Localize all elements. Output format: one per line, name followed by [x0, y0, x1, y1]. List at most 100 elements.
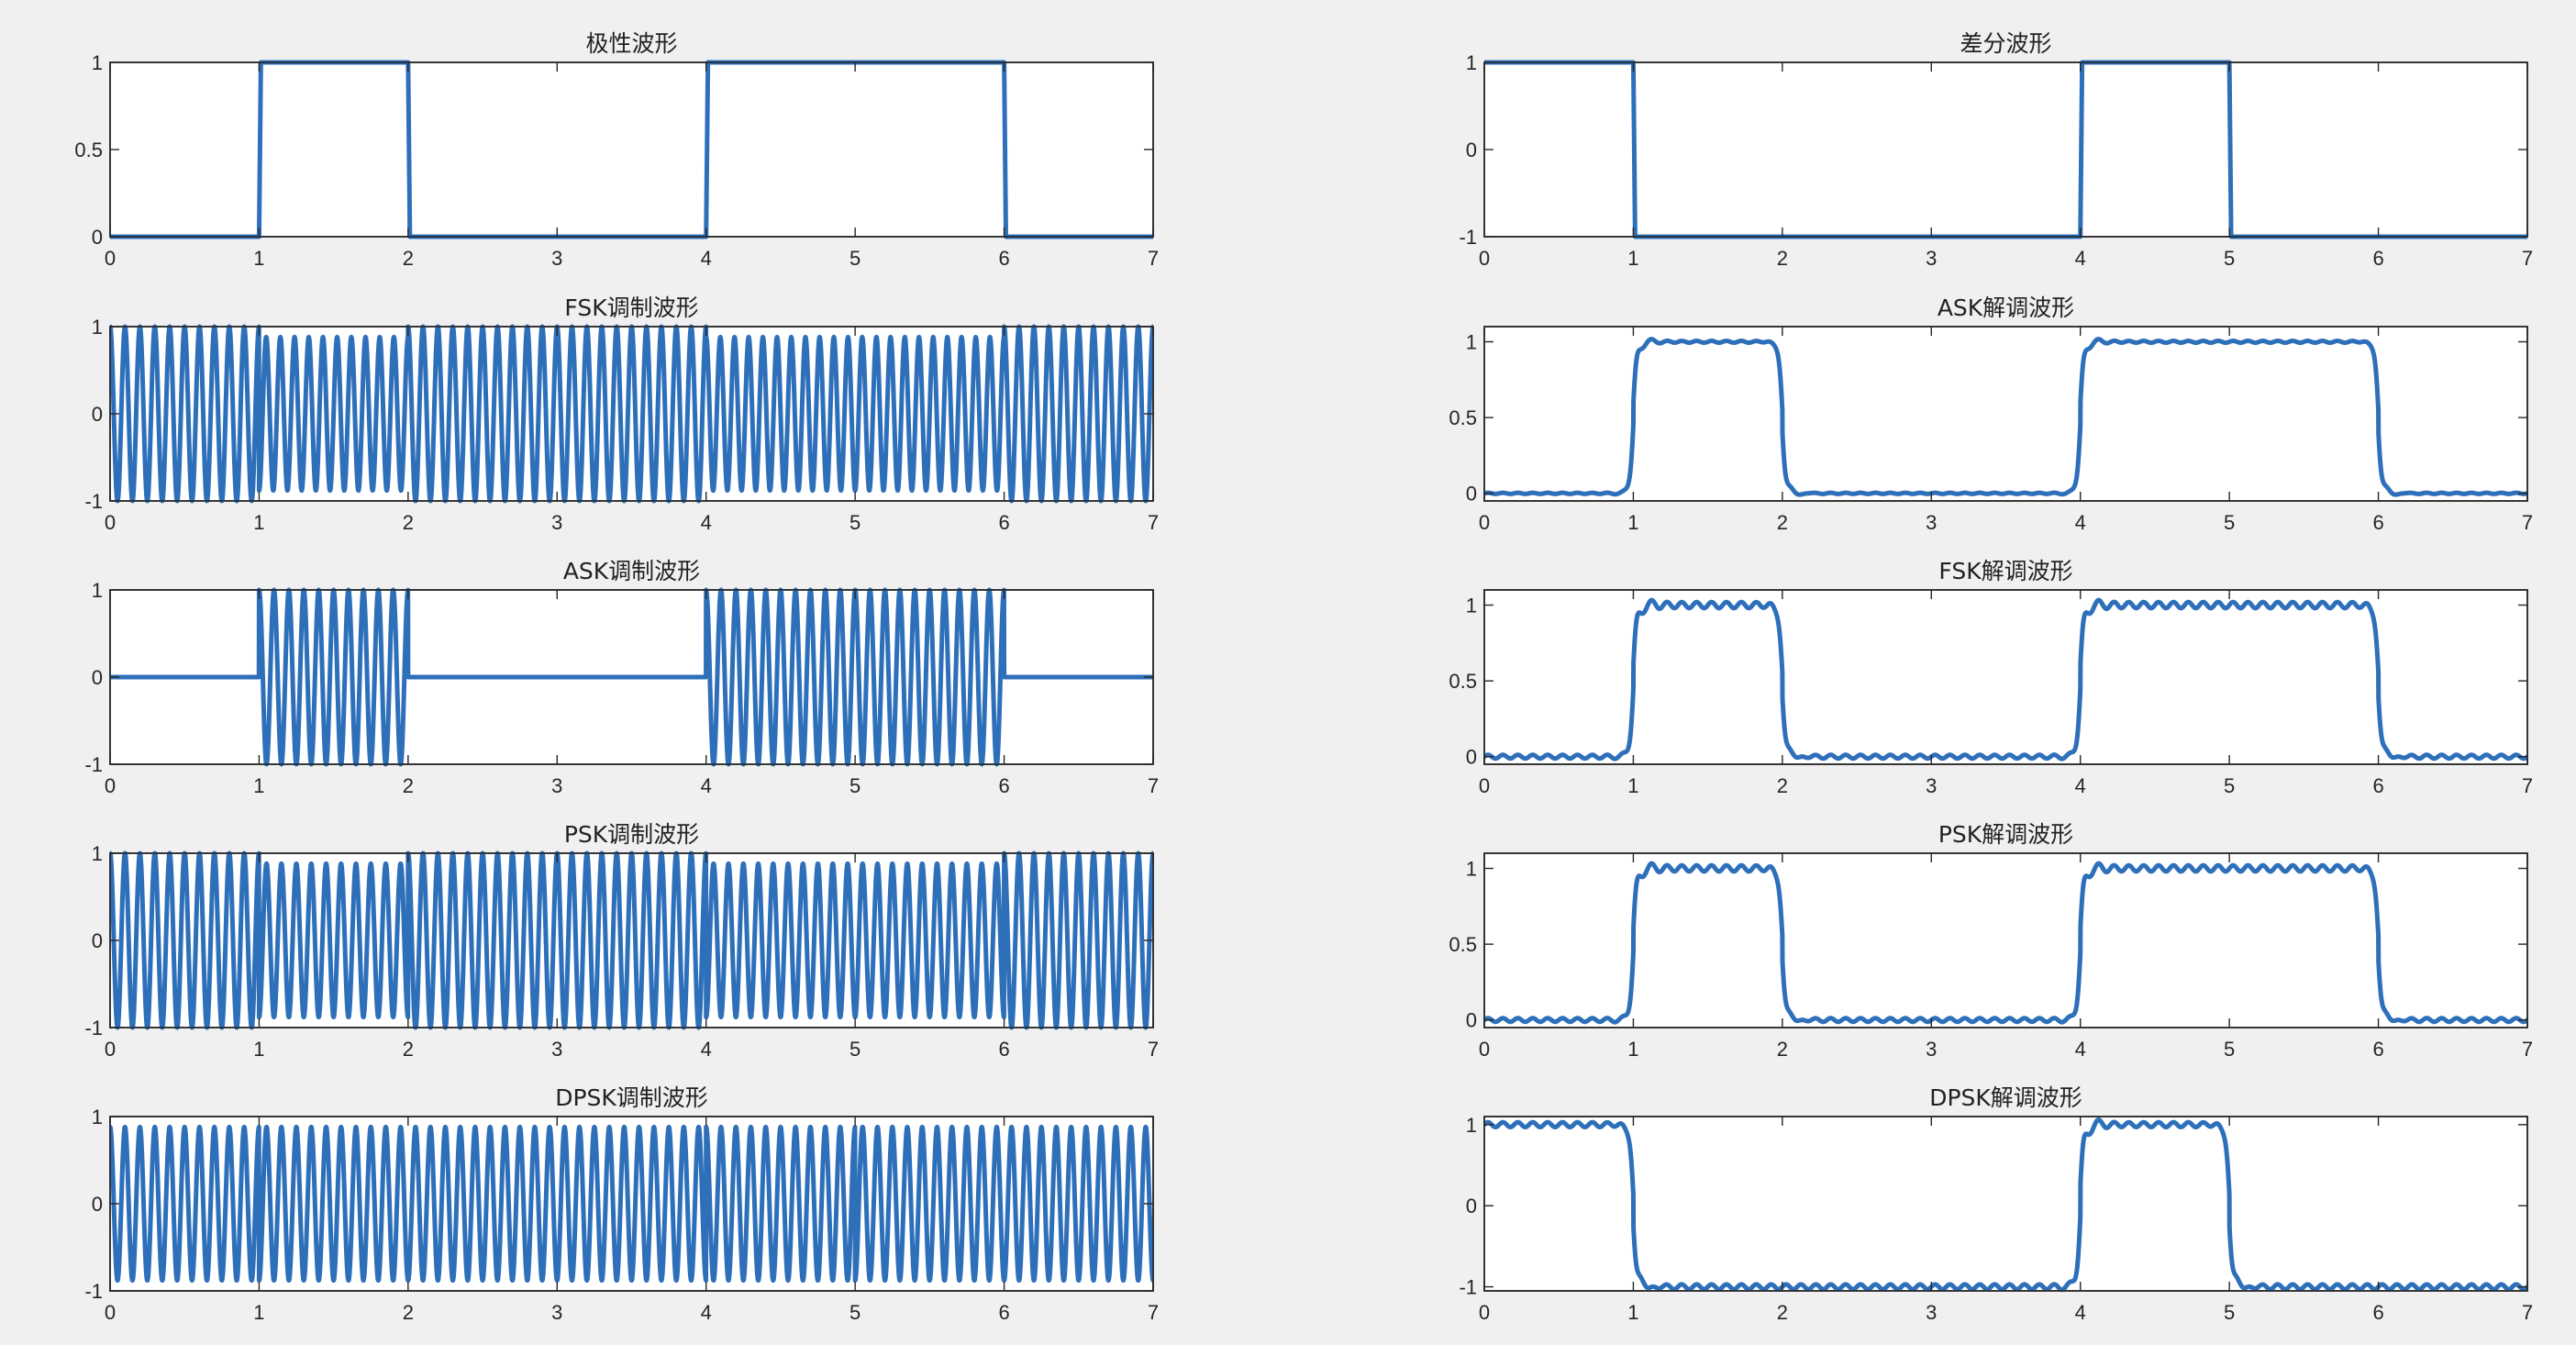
x-tick-label: 6	[998, 1038, 1009, 1061]
x-tick-label: 5	[2224, 774, 2235, 797]
x-tick-label: 6	[2372, 511, 2383, 534]
plot-area	[1483, 852, 2528, 1028]
x-tick-label: 2	[1777, 774, 1788, 797]
x-tick-label: 7	[2522, 774, 2533, 797]
plot-area	[1483, 589, 2528, 765]
x-tick-label: 7	[2522, 247, 2533, 270]
x-tick-label: 2	[1777, 511, 1788, 534]
x-tick-label: 1	[253, 511, 264, 534]
y-tick-label: 0.5	[1449, 933, 1477, 956]
x-tick-label: 7	[1148, 511, 1159, 534]
y-tick-label: 1	[92, 316, 103, 339]
x-tick-label: 3	[551, 511, 562, 534]
x-tick-label: 7	[1148, 1301, 1159, 1324]
x-tick-label: 6	[998, 1301, 1009, 1324]
y-tick-label: 1	[92, 842, 103, 865]
y-tick-label: -1	[84, 1280, 103, 1303]
x-tick-label: 3	[1926, 247, 1937, 270]
y-tick-label: 1	[1466, 331, 1477, 354]
x-tick-label: 1	[253, 1301, 264, 1324]
x-tick-label: 4	[701, 1301, 712, 1324]
y-tick-label: 1	[1466, 1114, 1477, 1137]
y-tick-label: 0	[92, 1193, 103, 1216]
x-tick-label: 3	[551, 774, 562, 797]
x-tick-label: 4	[2075, 1301, 2086, 1324]
y-tick-label: 1	[92, 579, 103, 602]
chart-fsk_demod: 0 1 2 3 4 5 6 7 0 0.5 1 FSK解调波形	[1449, 558, 2533, 797]
x-tick-label: 1	[1627, 774, 1638, 797]
x-tick-label: 0	[105, 1301, 116, 1324]
x-tick-label: 1	[253, 247, 264, 270]
y-tick-label: 0	[92, 403, 103, 426]
x-tick-label: 0	[1479, 1301, 1490, 1324]
x-tick-label: 3	[551, 1038, 562, 1061]
x-tick-label: 6	[998, 511, 1009, 534]
series-line	[1484, 60, 2527, 239]
series-line	[1484, 337, 2527, 497]
y-tick-label: 0	[1466, 1009, 1477, 1032]
chart-title: FSK解调波形	[1938, 558, 2072, 584]
y-tick-label: 0	[92, 666, 103, 689]
series-line	[1484, 597, 2527, 761]
chart-title: PSK解调波形	[1938, 821, 2073, 848]
y-tick-label: 0.5	[1449, 670, 1477, 693]
y-tick-label: -1	[1459, 1276, 1477, 1299]
x-tick-label: 4	[2075, 774, 2086, 797]
x-tick-label: 5	[2224, 1038, 2235, 1061]
chart-title: PSK调制波形	[564, 821, 699, 848]
x-tick-label: 2	[1777, 1301, 1788, 1324]
chart-title: DPSK调制波形	[555, 1084, 708, 1111]
x-tick-label: 0	[105, 1038, 116, 1061]
x-tick-label: 6	[2372, 247, 2383, 270]
y-tick-label: 1	[1466, 51, 1477, 74]
y-tick-label: 0	[1466, 746, 1477, 769]
x-tick-label: 6	[998, 247, 1009, 270]
x-tick-label: 5	[849, 247, 861, 270]
chart-title: ASK调制波形	[563, 558, 700, 584]
x-tick-label: 3	[1926, 511, 1937, 534]
chart-title: DPSK解调波形	[1929, 1084, 2082, 1111]
x-tick-label: 0	[1479, 247, 1490, 270]
x-tick-label: 0	[1479, 1038, 1490, 1061]
x-tick-label: 5	[849, 1301, 861, 1324]
x-tick-label: 2	[1777, 1038, 1788, 1061]
x-tick-label: 4	[2075, 247, 2086, 270]
y-tick-label: 0	[92, 929, 103, 952]
x-tick-label: 6	[998, 774, 1009, 797]
x-tick-label: 0	[105, 247, 116, 270]
chart-title: 极性波形	[585, 30, 677, 57]
y-tick-label: -1	[84, 490, 103, 513]
x-tick-label: 4	[701, 1038, 712, 1061]
x-tick-label: 1	[1627, 511, 1638, 534]
y-tick-label: 0	[1466, 139, 1477, 161]
y-tick-label: 0.5	[74, 139, 103, 161]
series-line	[1484, 861, 2527, 1025]
y-tick-label: -1	[1459, 226, 1477, 249]
x-tick-label: 7	[1148, 247, 1159, 270]
x-tick-label: 5	[849, 511, 861, 534]
x-tick-label: 5	[2224, 511, 2235, 534]
chart-title: ASK解调波形	[1938, 295, 2074, 321]
x-tick-label: 2	[403, 247, 414, 270]
series-line	[110, 1124, 1153, 1284]
x-tick-label: 7	[1148, 774, 1159, 797]
x-tick-label: 3	[551, 1301, 562, 1324]
x-tick-label: 0	[1479, 774, 1490, 797]
y-tick-label: 1	[1466, 858, 1477, 881]
x-tick-label: 4	[701, 774, 712, 797]
plot-area	[1483, 1116, 2528, 1292]
x-tick-label: 2	[403, 511, 414, 534]
x-tick-label: 2	[1777, 247, 1788, 270]
chart-ask_demod: 0 1 2 3 4 5 6 7 0 0.5 1 ASK解调波形	[1449, 295, 2533, 534]
x-tick-label: 3	[1926, 1301, 1937, 1324]
series-line	[1484, 1117, 2527, 1293]
x-tick-label: 5	[849, 1038, 861, 1061]
x-tick-label: 3	[551, 247, 562, 270]
x-tick-label: 7	[2522, 1038, 2533, 1061]
